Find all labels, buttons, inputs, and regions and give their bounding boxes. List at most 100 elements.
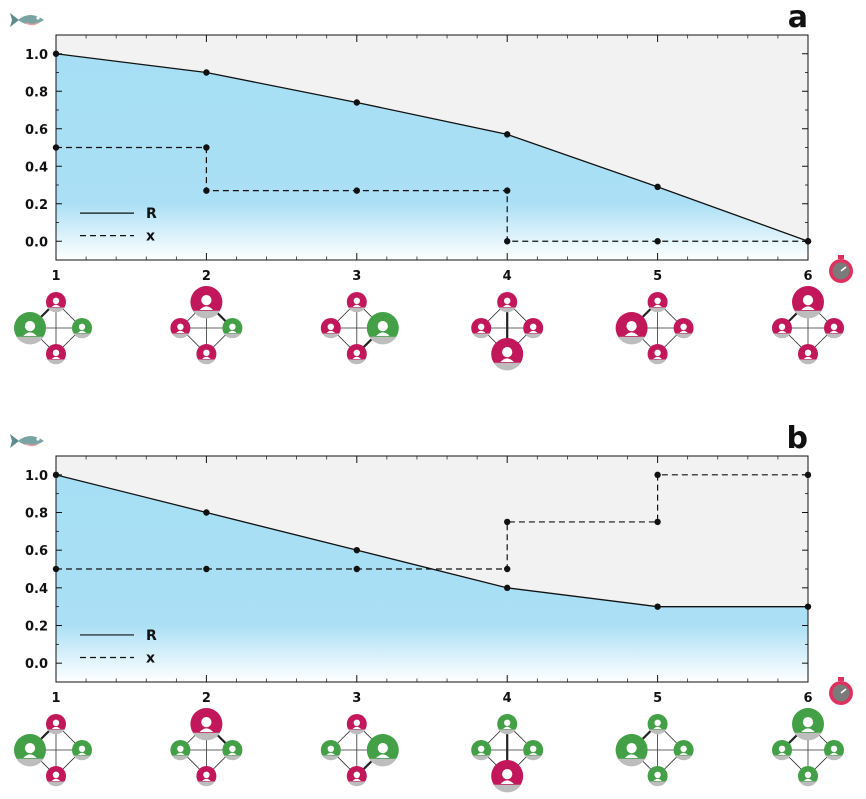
person-node-left [615, 312, 648, 345]
node-base [773, 755, 791, 761]
network-3 [320, 714, 399, 787]
y-tick-label: 0.8 [25, 85, 48, 100]
person-node-right [366, 734, 399, 767]
node-base [649, 781, 667, 787]
node-shoulders [803, 356, 813, 359]
fish-belly [25, 443, 39, 447]
series-R-point [353, 99, 360, 106]
node-head [654, 771, 661, 778]
panel-letter: a [788, 0, 808, 35]
node-base [73, 333, 91, 339]
panel-letter: b [787, 421, 808, 456]
y-tick-label: 0.2 [25, 198, 48, 213]
node-shoulders [376, 332, 390, 336]
node-head [353, 349, 360, 356]
node-shoulders [228, 330, 237, 333]
node-head [327, 745, 334, 752]
node-shoulders [529, 330, 538, 333]
node-base [498, 729, 516, 735]
person-node-top [497, 714, 518, 735]
series-R-point [504, 131, 511, 138]
area-under-R [56, 53, 808, 260]
node-shoulders [777, 330, 787, 333]
node-base [197, 359, 215, 365]
person-node-bottom [46, 766, 66, 787]
node-head [680, 745, 687, 752]
node-head [377, 742, 388, 754]
node-shoulders [202, 356, 211, 359]
stopwatch-icon [829, 255, 853, 283]
node-shoulders [352, 778, 361, 781]
y-tick-label: 0.6 [25, 544, 48, 559]
node-shoulders [500, 358, 514, 362]
node-base [472, 755, 490, 761]
x-tick-label: 4 [503, 269, 512, 284]
y-tick-label: 1.0 [25, 469, 48, 484]
node-base [16, 758, 44, 767]
series-x-point [654, 518, 661, 526]
node-base [675, 333, 693, 339]
series-x-point [203, 187, 210, 194]
node-base [472, 333, 490, 339]
node-base [799, 781, 817, 787]
stopwatch-hand [840, 688, 847, 694]
node-head [177, 323, 184, 330]
area-under-R [56, 474, 808, 682]
person-node-bottom [46, 344, 66, 365]
person-node-right [673, 318, 694, 339]
node-base [47, 729, 65, 735]
series-x-point [504, 518, 511, 526]
person-node-top [792, 286, 824, 319]
y-tick-label: 0.2 [25, 620, 48, 635]
person-node-right [222, 318, 243, 339]
stopwatch-crown [838, 255, 844, 259]
node-shoulders [352, 356, 361, 359]
node-base [73, 755, 91, 761]
person-node-bottom [798, 766, 818, 787]
legend-label-x: x [146, 229, 155, 245]
node-base [649, 307, 667, 313]
series-R-point [203, 69, 210, 76]
node-base [348, 307, 366, 313]
node-shoulders [500, 780, 514, 784]
node-head [78, 323, 86, 330]
person-node-top [190, 708, 223, 741]
person-node-right [72, 318, 92, 339]
fish-body [18, 436, 44, 446]
series-x-point [504, 187, 511, 194]
node-head [478, 745, 485, 752]
node-base [649, 729, 667, 735]
person-node-bottom [196, 766, 217, 787]
person-node-right [72, 740, 92, 761]
node-base [493, 362, 521, 371]
x-tick-label: 3 [352, 691, 361, 706]
node-shoulders [477, 330, 486, 333]
node-head [778, 745, 786, 752]
panel-a: 1.0 0.8 0.6 0.4 0.2 0.0 1 2 3 4 5 6 Rx a [10, 0, 853, 371]
series-R-point [52, 50, 60, 57]
node-head [353, 719, 360, 726]
node-shoulders [624, 754, 639, 758]
stopwatch-icon [829, 677, 853, 705]
series-R-point [353, 546, 360, 554]
person-node-bottom [491, 338, 524, 371]
panel-b: 1.0 0.8 0.6 0.4 0.2 0.0 1 2 3 4 5 6 Rx b [10, 421, 853, 793]
person-node-bottom [491, 760, 524, 793]
node-shoulders [829, 752, 839, 755]
person-node-right [523, 740, 544, 761]
y-tick-label: 0.6 [25, 123, 48, 138]
series-x-point [203, 565, 210, 573]
series-x-line [56, 474, 808, 570]
node-shoulders [51, 304, 61, 307]
node-head [353, 297, 360, 304]
node-shoulders [777, 752, 787, 755]
x-tick-label: 5 [653, 691, 662, 706]
stopwatch-hand [840, 266, 847, 272]
node-head [804, 349, 812, 356]
person-node-right [824, 740, 844, 761]
node-shoulders [199, 306, 214, 310]
person-node-top [792, 708, 824, 741]
series-R-point [52, 471, 60, 479]
person-node-bottom [647, 766, 668, 787]
fish-eye [36, 16, 40, 20]
